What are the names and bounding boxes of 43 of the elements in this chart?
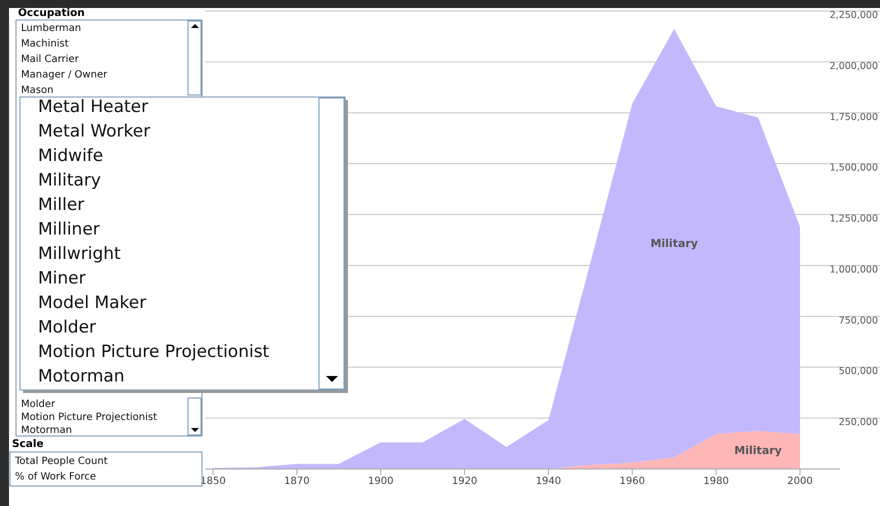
- text: Metal Heater: [38, 97, 148, 117]
- y-tick-label: 1,750,000: [830, 112, 878, 123]
- text: Manager / Owner: [21, 70, 108, 80]
- text: Lumberman: [21, 23, 82, 34]
- text: Occupation: [18, 7, 85, 19]
- text: Machinist: [21, 38, 69, 50]
- x-tick-label: 2000: [787, 476, 813, 487]
- series-label: Military: [734, 444, 782, 457]
- x-tick-label: 1960: [620, 476, 646, 487]
- y-tick-label: 2,000,000: [830, 60, 878, 72]
- y-tick-label: 1,000,000: [830, 264, 878, 276]
- text: Molder: [38, 318, 96, 338]
- x-tick-label: 1940: [536, 476, 562, 487]
- text: % of Work Force: [15, 472, 96, 482]
- x-tick-label: 1920: [452, 476, 478, 487]
- text: Motion Picture Projectionist: [21, 412, 158, 423]
- text: Mail Carrier: [21, 54, 80, 65]
- y-tick-label: 2,250,000: [830, 10, 878, 21]
- text: Midwife: [38, 146, 104, 166]
- text: Mason: [21, 85, 54, 96]
- annotation: Motion Picture Projectionist: [38, 342, 270, 362]
- text: Model Maker: [38, 293, 146, 313]
- x-tick-label: 1980: [703, 476, 729, 487]
- text: Millwright: [38, 244, 122, 264]
- y-tick-label: 250,000: [838, 417, 878, 428]
- y-tick-label: 1,250,000: [830, 214, 878, 225]
- text: Motorman: [21, 425, 72, 436]
- series-label: Military: [650, 237, 698, 250]
- text: Milliner: [38, 220, 100, 240]
- x-tick-label: 1850: [200, 476, 226, 487]
- text: Miner: [38, 268, 86, 288]
- text: Metal Worker: [38, 122, 150, 142]
- y-tick-label: 750,000: [838, 315, 878, 326]
- x-tick-label: 1870: [284, 476, 310, 487]
- text: Miller: [38, 195, 84, 215]
- x-tick-label: 1900: [368, 476, 394, 487]
- text: Military: [38, 170, 101, 190]
- text: Motorman: [38, 366, 125, 386]
- text: Molder: [21, 399, 56, 410]
- y-tick-label: 500,000: [838, 366, 878, 378]
- text: Total People Count: [14, 456, 108, 467]
- y-tick-label: 1,500,000: [830, 162, 878, 174]
- text: Scale: [12, 438, 44, 450]
